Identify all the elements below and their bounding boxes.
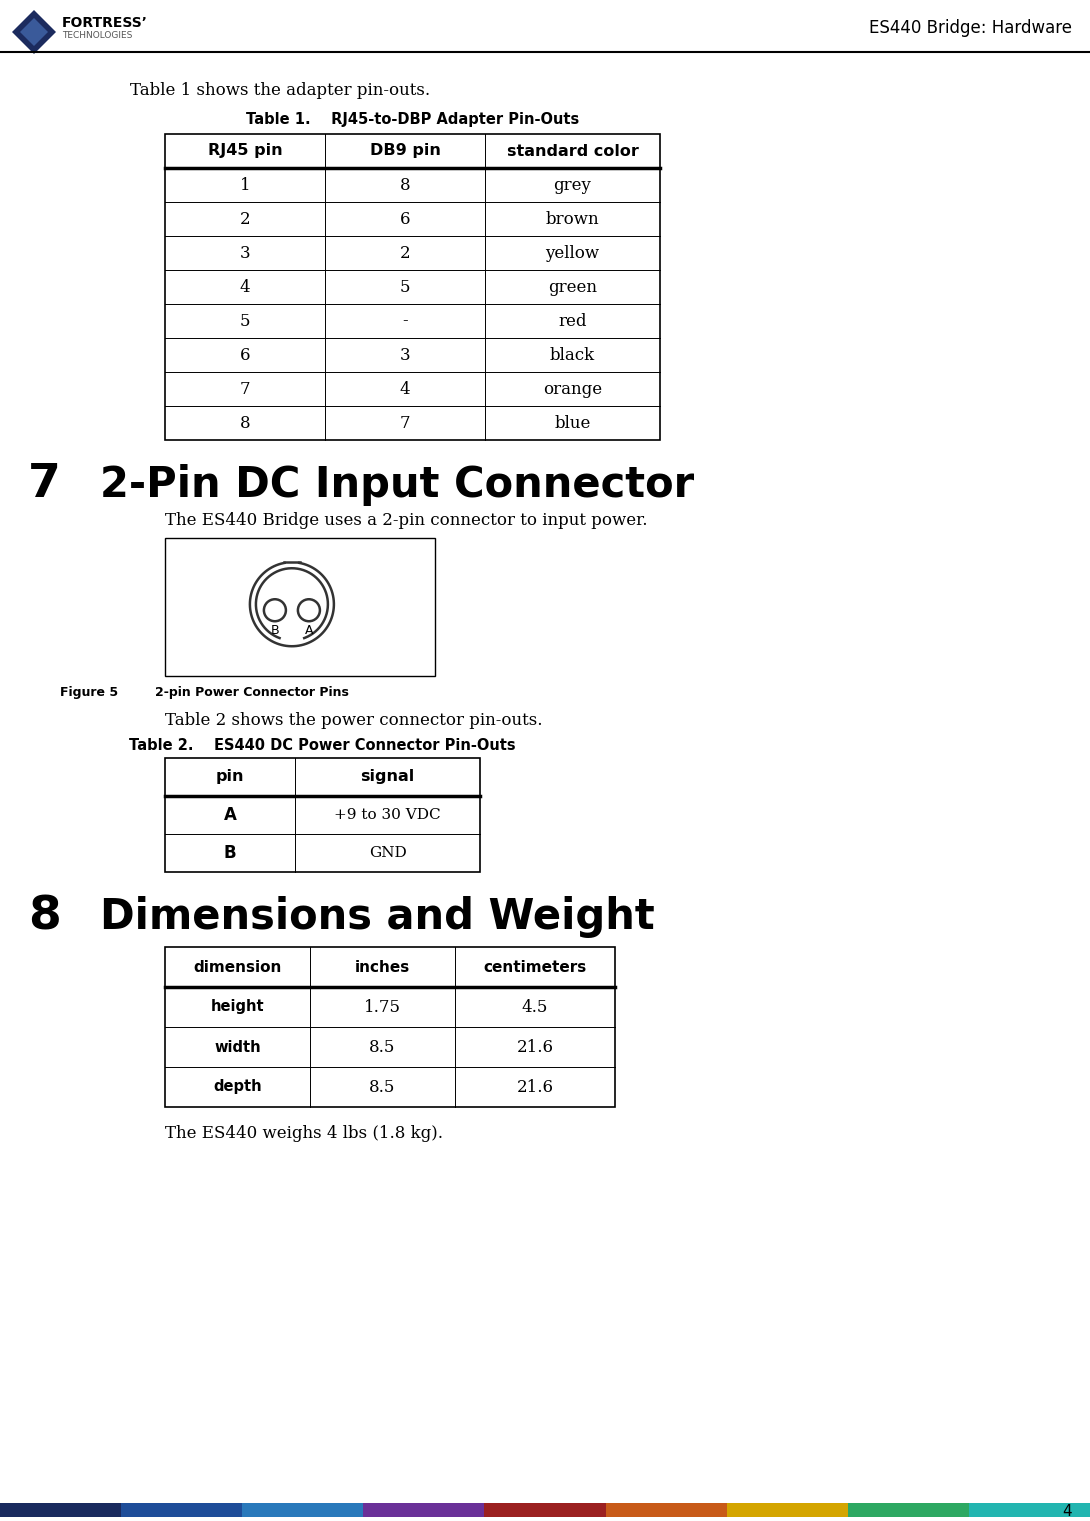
Text: ES440 Bridge: Hardware: ES440 Bridge: Hardware: [869, 18, 1071, 37]
Text: 8: 8: [240, 415, 251, 432]
Text: Table 2 shows the power connector pin-outs.: Table 2 shows the power connector pin-ou…: [165, 712, 543, 729]
Text: +9 to 30 VDC: +9 to 30 VDC: [335, 808, 440, 821]
Bar: [121, 1503, 242, 1516]
Text: The ES440 weighs 4 lbs (1.8 kg).: The ES440 weighs 4 lbs (1.8 kg).: [165, 1126, 443, 1142]
Text: width: width: [215, 1039, 261, 1054]
Text: 8: 8: [28, 894, 61, 938]
Polygon shape: [20, 18, 48, 46]
Bar: [484, 1503, 606, 1516]
Text: 7: 7: [240, 380, 251, 397]
Text: brown: brown: [546, 210, 600, 228]
Text: pin: pin: [216, 770, 244, 785]
Text: red: red: [558, 312, 586, 330]
Text: 3: 3: [240, 245, 251, 262]
Text: 5: 5: [240, 312, 251, 330]
Text: 4: 4: [1063, 1503, 1071, 1518]
Bar: [363, 1503, 484, 1516]
Text: orange: orange: [543, 380, 602, 397]
Bar: [606, 1503, 727, 1516]
Text: 8.5: 8.5: [370, 1078, 396, 1095]
Text: Figure 5: Figure 5: [60, 686, 118, 700]
Bar: [848, 1503, 969, 1516]
Text: 1.75: 1.75: [364, 998, 401, 1016]
Polygon shape: [12, 11, 56, 55]
Text: yellow: yellow: [545, 245, 600, 262]
Text: height: height: [210, 999, 264, 1015]
Text: RJ45 pin: RJ45 pin: [208, 143, 282, 158]
Text: 8.5: 8.5: [370, 1039, 396, 1056]
Text: Table 1.    RJ45-to-DBP Adapter Pin-Outs: Table 1. RJ45-to-DBP Adapter Pin-Outs: [246, 113, 579, 126]
Text: DB9 pin: DB9 pin: [370, 143, 440, 158]
Text: signal: signal: [361, 770, 414, 785]
Text: -: -: [402, 312, 408, 330]
Text: 3: 3: [400, 347, 410, 364]
Bar: [969, 1503, 1090, 1516]
Text: FORTRESS’: FORTRESS’: [62, 17, 148, 30]
Text: 2: 2: [400, 245, 410, 262]
Text: 6: 6: [400, 210, 410, 228]
Text: black: black: [550, 347, 595, 364]
Bar: [242, 1503, 363, 1516]
Text: The ES440 Bridge uses a 2-pin connector to input power.: The ES440 Bridge uses a 2-pin connector …: [165, 513, 647, 529]
Text: 7: 7: [28, 462, 61, 506]
Text: blue: blue: [555, 415, 591, 432]
Text: 6: 6: [240, 347, 251, 364]
Text: Table 1 shows the adapter pin-outs.: Table 1 shows the adapter pin-outs.: [130, 82, 431, 99]
Bar: [727, 1503, 848, 1516]
Text: A: A: [304, 624, 313, 637]
Bar: [0, 1503, 121, 1516]
Text: dimension: dimension: [193, 960, 281, 975]
Text: 8: 8: [400, 176, 410, 193]
Text: GND: GND: [368, 846, 407, 859]
Text: A: A: [223, 806, 237, 824]
Text: 4.5: 4.5: [522, 998, 548, 1016]
Text: TECHNOLOGIES: TECHNOLOGIES: [62, 30, 132, 40]
Text: Table 2.    ES440 DC Power Connector Pin-Outs: Table 2. ES440 DC Power Connector Pin-Ou…: [130, 738, 516, 753]
Bar: [165, 948, 615, 1107]
Bar: [165, 538, 435, 675]
Text: B: B: [270, 624, 279, 637]
Text: depth: depth: [214, 1080, 262, 1095]
Text: Dimensions and Weight: Dimensions and Weight: [100, 896, 655, 938]
Text: 5: 5: [400, 278, 410, 295]
Text: 1: 1: [240, 176, 251, 193]
Text: grey: grey: [554, 176, 592, 193]
Text: B: B: [223, 844, 237, 862]
Text: 21.6: 21.6: [517, 1078, 554, 1095]
Text: green: green: [548, 278, 597, 295]
Text: 21.6: 21.6: [517, 1039, 554, 1056]
Text: 4: 4: [240, 278, 251, 295]
Bar: [165, 757, 480, 872]
Circle shape: [264, 599, 286, 621]
Text: centimeters: centimeters: [483, 960, 586, 975]
Circle shape: [298, 599, 319, 621]
Text: inches: inches: [355, 960, 410, 975]
Text: 2-pin Power Connector Pins: 2-pin Power Connector Pins: [155, 686, 349, 700]
Text: standard color: standard color: [507, 143, 639, 158]
Text: 2: 2: [240, 210, 251, 228]
Bar: [165, 134, 661, 440]
Text: 4: 4: [400, 380, 410, 397]
Text: 2-Pin DC Input Connector: 2-Pin DC Input Connector: [100, 464, 694, 506]
Text: 7: 7: [400, 415, 410, 432]
